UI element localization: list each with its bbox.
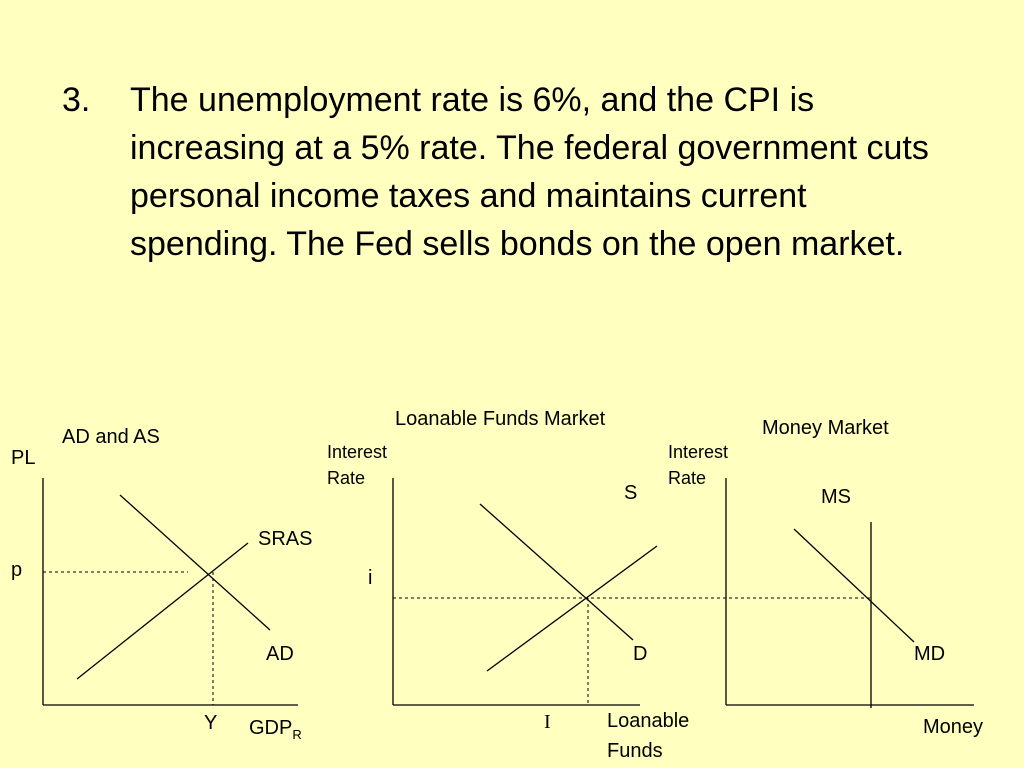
- question-block: 3. The unemployment rate is 6%, and the …: [62, 76, 962, 268]
- question-number: 3.: [62, 81, 91, 119]
- ad-as-title: AD and AS: [62, 426, 160, 448]
- output-label: Y: [204, 712, 218, 734]
- ms-label: MS: [821, 486, 851, 508]
- ad-curve: [119, 494, 271, 631]
- ad-as-y-axis-label: PL: [11, 447, 36, 469]
- lf-x-axis-label: Loanable Funds: [607, 710, 690, 762]
- price-level-label: p: [11, 559, 23, 581]
- money-market-title: Money Market: [762, 417, 889, 439]
- money-demand-curve: [793, 528, 915, 643]
- ad-as-graph: [42, 478, 298, 706]
- mm-y-axis-label: Interest Rate: [668, 442, 729, 488]
- loanable-funds-graph: [392, 478, 658, 706]
- md-label: MD: [914, 643, 946, 665]
- supply-label: S: [624, 482, 638, 504]
- money-market-graph: [725, 478, 974, 708]
- demand-label: D: [633, 643, 648, 665]
- interest-rate-label: i: [368, 567, 373, 589]
- sras-curve: [76, 542, 249, 680]
- question-text: The unemployment rate is 6%, and the CPI…: [130, 81, 929, 263]
- demand-curve: [479, 503, 634, 641]
- ad-as-x-axis-label: GDPR: [249, 717, 302, 742]
- quantity-label: I: [544, 711, 551, 733]
- ad-label: AD: [266, 643, 294, 665]
- supply-curve: [486, 545, 658, 672]
- sras-label: SRAS: [258, 528, 313, 550]
- mm-x-axis-label: Money: [923, 716, 984, 738]
- loanable-funds-title: Loanable Funds Market: [395, 408, 606, 430]
- lf-y-axis-label: Interest Rate: [327, 442, 388, 488]
